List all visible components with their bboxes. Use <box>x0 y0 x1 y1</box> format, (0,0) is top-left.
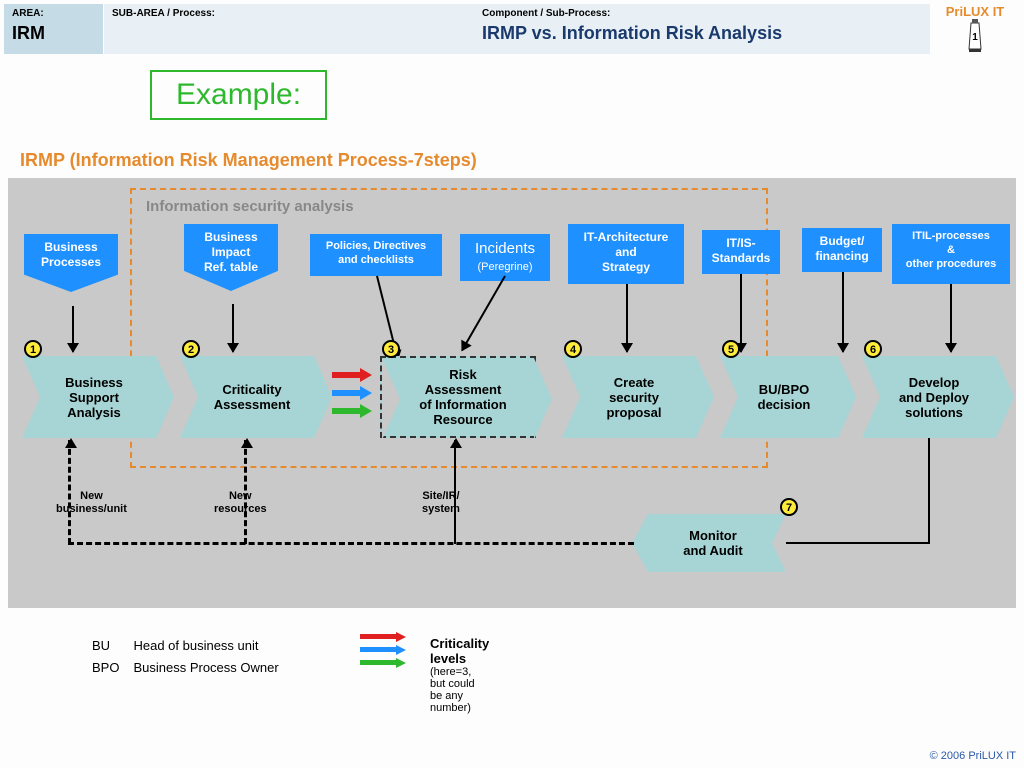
input-arrow-bp <box>72 306 74 352</box>
header-area: AREA: IRM <box>4 4 104 54</box>
step-3-badge: 3 <box>382 340 400 358</box>
criticality-title: Criticality levels <box>430 636 489 666</box>
input-box-std: IT/IS-Standards <box>702 230 780 274</box>
legend-crit-arrow-1 <box>360 632 400 642</box>
line-monitor-back <box>68 542 634 545</box>
header-bar: AREA: IRM SUB-AREA / Process: Component … <box>4 4 1020 54</box>
area-label: AREA: <box>12 8 95 19</box>
step-6-badge: 6 <box>864 340 882 358</box>
section-title: IRMP (Information Risk Management Proces… <box>20 150 477 171</box>
criticality-arrow-2 <box>332 388 372 398</box>
analysis-zone-title: Information security analysis <box>146 198 354 215</box>
step-4-badge: 4 <box>564 340 582 358</box>
component-label: Component / Sub-Process: <box>482 8 922 19</box>
brand-block: PriLUX IT 1 <box>930 4 1020 54</box>
input-box-itil: ITIL-processes&other procedures <box>892 224 1010 284</box>
step-4-chevron: Createsecurityproposal <box>562 356 696 438</box>
line-step6-to-monitor <box>786 542 930 544</box>
legend-full: Business Process Owner <box>133 658 290 678</box>
step-1-chevron: BusinessSupportAnalysis <box>22 356 156 438</box>
legend-crit-arrow-2 <box>360 645 400 655</box>
step-5-chevron: BU/BPOdecision <box>720 356 838 438</box>
brand-name: PriLUX IT <box>930 4 1020 19</box>
example-title-box: Example: <box>150 70 327 120</box>
step-3-chevron: RiskAssessmentof InformationResource <box>380 356 536 438</box>
legend-full: Head of business unit <box>133 636 290 656</box>
legend-abbr: BPO <box>92 658 131 678</box>
area-value: IRM <box>12 23 95 44</box>
step-5-badge: 5 <box>722 340 740 358</box>
feedback-label-2: Newresources <box>214 490 267 516</box>
page-number: 1 <box>972 32 978 43</box>
input-arrow-bi <box>232 304 234 352</box>
input-box-inc: Incidents(Peregrine) <box>460 234 550 281</box>
component-value: IRMP vs. Information Risk Analysis <box>482 23 922 44</box>
input-arrow-bud <box>842 272 844 352</box>
step-2-badge: 2 <box>182 340 200 358</box>
legend-crit-arrow-3 <box>360 658 400 668</box>
step-7-badge: 7 <box>780 498 798 516</box>
legend: BUHead of business unitBPOBusiness Proce… <box>20 630 1004 690</box>
legend-abbr: BU <box>92 636 131 656</box>
input-arrow-itil <box>950 284 952 352</box>
process-diagram: Information security analysis BusinessPr… <box>8 178 1016 608</box>
feedback-label-3: Site/IR/system <box>422 490 460 516</box>
criticality-arrow-1 <box>332 370 372 380</box>
line-step6-down <box>928 438 930 544</box>
header-subarea: SUB-AREA / Process: <box>104 4 474 54</box>
input-box-bp: BusinessProcesses <box>24 234 118 292</box>
input-box-arch: IT-ArchitectureandStrategy <box>568 224 684 284</box>
step-6-chevron: Developand Deploysolutions <box>862 356 996 438</box>
step-1-badge: 1 <box>24 340 42 358</box>
copyright: © 2006 PriLUX IT <box>930 750 1016 762</box>
criticality-arrow-3 <box>332 406 372 416</box>
input-box-pol: Policies, Directivesand checklists <box>310 234 442 276</box>
input-arrow-std <box>740 274 742 352</box>
input-box-bud: Budget/financing <box>802 228 882 272</box>
subarea-label: SUB-AREA / Process: <box>112 8 466 19</box>
input-arrow-arch <box>626 284 628 352</box>
legend-definitions: BUHead of business unitBPOBusiness Proce… <box>90 634 293 679</box>
feedback-label-1: Newbusiness/unit <box>56 490 127 516</box>
header-component: Component / Sub-Process: IRMP vs. Inform… <box>474 4 930 54</box>
step-7-monitor-chevron: Monitorand Audit <box>648 514 786 572</box>
step-2-chevron: CriticalityAssessment <box>180 356 314 438</box>
criticality-note: (here=3, but could be any number) <box>430 666 489 714</box>
